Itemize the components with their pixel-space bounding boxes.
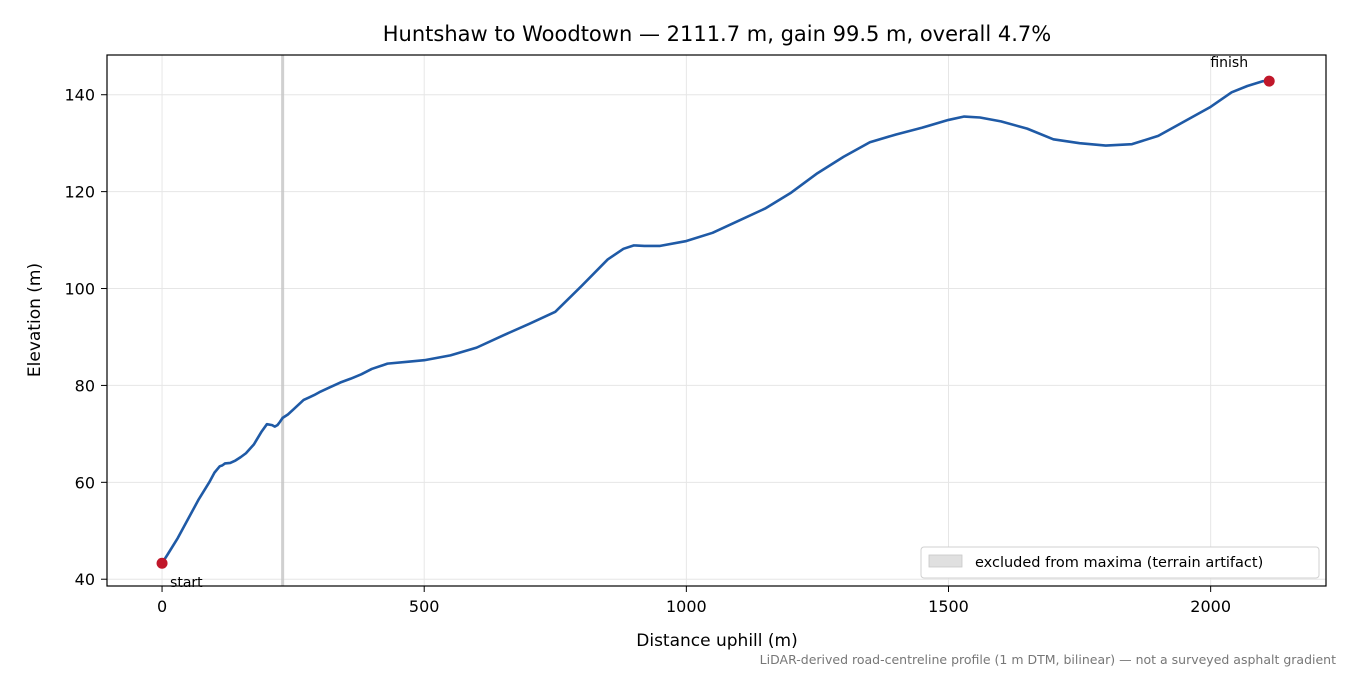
y-tick-label: 60 (75, 473, 95, 492)
legend: excluded from maxima (terrain artifact) (920, 546, 1320, 579)
grid (107, 55, 1326, 586)
legend-label: excluded from maxima (terrain artifact) (975, 555, 1263, 571)
y-tick-label: 40 (75, 570, 95, 589)
y-tick-label: 140 (64, 86, 95, 105)
y-tick-label: 100 (64, 280, 95, 299)
plot-frame (106, 54, 1327, 587)
start-marker (156, 557, 168, 569)
x-tick-label: 2000 (1190, 597, 1231, 616)
x-tick-label: 1000 (666, 597, 707, 616)
y-tick-label: 80 (75, 376, 95, 395)
elevation-line (160, 79, 1271, 565)
finish-marker (1263, 75, 1275, 87)
finish-label: finish (1210, 55, 1248, 71)
x-tick-label: 500 (409, 597, 440, 616)
series-layer (160, 79, 1271, 565)
legend-swatch (928, 554, 963, 568)
footnote: LiDAR-derived road-centreline profile (1… (760, 652, 1336, 667)
start-label: start (170, 575, 203, 591)
y-axis-label: Elevation (m) (25, 263, 45, 377)
x-tick-label: 1500 (928, 597, 969, 616)
x-tick-label: 0 (157, 597, 167, 616)
y-tick-label: 120 (64, 183, 95, 202)
chart-title: Huntshaw to Woodtown — 2111.7 m, gain 99… (383, 22, 1051, 46)
legend-box (920, 546, 1320, 579)
x-axis-label: Distance uphill (m) (636, 631, 797, 651)
marker-layer: start finish (156, 55, 1275, 591)
tick-layer: 0 500 1000 1500 2000 40 60 80 100 120 140 (64, 86, 1231, 616)
